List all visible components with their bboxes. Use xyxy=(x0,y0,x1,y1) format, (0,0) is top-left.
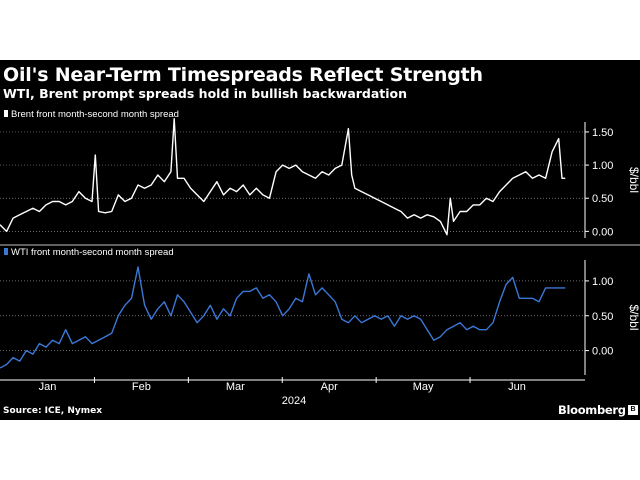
brent-series-line xyxy=(0,118,566,236)
wti-ytick-label: 0.50 xyxy=(592,311,613,323)
wti-ylabel: $/bbl xyxy=(627,304,640,330)
wti-legend-label: WTI front month-second month spread xyxy=(11,247,174,258)
brent-ylabel: $/bbl xyxy=(627,167,640,193)
x-axis-year: 2024 xyxy=(282,395,306,407)
source-note: Source: ICE, Nymex xyxy=(3,406,103,416)
brent-ytick-label: 0.00 xyxy=(592,226,613,238)
x-tick-label: Jan xyxy=(39,381,57,393)
brent-legend-swatch xyxy=(4,110,8,117)
brent-ytick-label: 1.50 xyxy=(592,127,613,139)
x-tick-label: May xyxy=(413,381,434,393)
brent-legend-label: Brent front month-second month spread xyxy=(11,109,179,120)
bloomberg-logo: Bloomberg xyxy=(558,403,626,417)
x-tick-label: Apr xyxy=(321,381,338,393)
wti-ytick-label: 1.00 xyxy=(592,276,613,288)
brent-ytick-label: 1.00 xyxy=(592,160,613,172)
chart-frame: Oil's Near-Term Timespreads Reflect Stre… xyxy=(0,60,640,420)
brent-ytick-label: 0.50 xyxy=(592,193,613,205)
x-tick-label: Mar xyxy=(226,381,245,393)
wti-series-line xyxy=(0,266,566,369)
chart-subtitle: WTI, Brent prompt spreads hold in bullis… xyxy=(3,86,408,101)
chart-canvas: Brent front month-second month spread 1.5… xyxy=(0,109,640,407)
wti-ytick-label: 0.00 xyxy=(592,346,613,358)
wti-legend-swatch xyxy=(4,248,8,255)
x-tick-label: Feb xyxy=(132,381,151,393)
chart-title: Oil's Near-Term Timespreads Reflect Stre… xyxy=(3,64,483,86)
bloomberg-badge-icon: B xyxy=(628,405,638,415)
x-tick-label: Jun xyxy=(508,381,526,393)
